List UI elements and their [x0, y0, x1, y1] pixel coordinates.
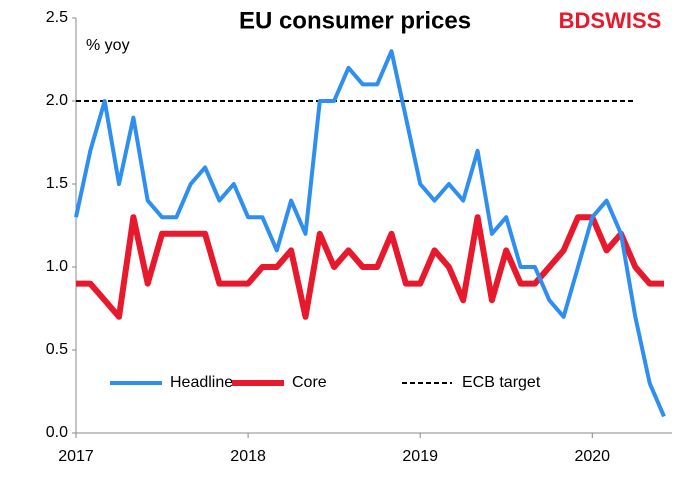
x-tick-label: 2020	[574, 448, 610, 465]
x-tick-label: 2019	[402, 448, 438, 465]
series-line	[76, 214, 664, 320]
legend-label: ECB target	[462, 374, 541, 391]
logo: BDSWISS	[559, 8, 662, 33]
y-tick-label: 0.5	[46, 341, 68, 358]
y-tick-label: 2.5	[46, 9, 68, 26]
x-tick-label: 2017	[58, 448, 94, 465]
y-tick-label: 0.0	[46, 424, 68, 441]
y-tick-label: 1.0	[46, 258, 68, 275]
y-axis-label: % yoy	[86, 37, 130, 54]
x-tick-label: 2018	[230, 448, 266, 465]
y-tick-label: 1.5	[46, 175, 68, 192]
legend-label: Core	[292, 374, 327, 391]
legend-label: Headline	[170, 374, 233, 391]
y-tick-label: 2.0	[46, 92, 68, 109]
series-line	[74, 49, 666, 418]
chart-title: EU consumer prices	[239, 7, 471, 34]
